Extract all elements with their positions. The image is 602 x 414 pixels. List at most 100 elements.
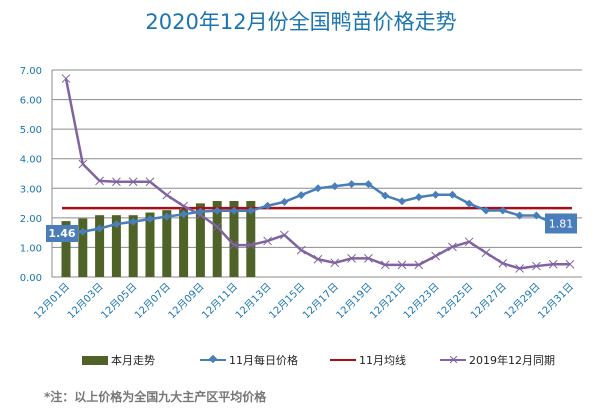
- x-marker: [532, 261, 541, 271]
- x-marker: [498, 259, 508, 268]
- x-marker: [548, 259, 558, 269]
- footnote: *注：以上价格为全国九大主产区平均价格: [44, 390, 267, 404]
- diamond-marker: [213, 206, 222, 215]
- diamond-marker: [414, 193, 423, 202]
- x-marker: [464, 237, 474, 247]
- x-marker: [414, 260, 424, 270]
- bar: [246, 201, 256, 277]
- x-tick-label: 12月19日: [334, 281, 375, 322]
- x-marker: [330, 258, 340, 268]
- diamond-marker: [162, 212, 171, 221]
- legend-item-nov-daily: 11月每日价格: [200, 352, 298, 368]
- x-tick-label: 12月05日: [99, 281, 140, 322]
- x-marker: [481, 248, 491, 258]
- x-marker: [246, 240, 256, 250]
- diamond-marker: [398, 197, 406, 206]
- y-tick-label: 3.00: [20, 184, 42, 195]
- bar: [95, 215, 105, 277]
- diamond-marker: [263, 201, 272, 210]
- x-marker: [179, 201, 188, 211]
- diamond-marker: [78, 227, 87, 236]
- x-marker: [229, 240, 239, 250]
- x-marker: [162, 190, 172, 200]
- diamond-marker: [129, 217, 138, 226]
- x-tick-label: 12月03日: [65, 281, 106, 322]
- diamond-marker: [448, 190, 457, 199]
- bar: [179, 207, 189, 277]
- bar: [111, 215, 121, 277]
- legend-label: 11月均线: [359, 354, 406, 367]
- bar: [162, 210, 172, 277]
- diamond-marker: [482, 206, 490, 215]
- x-marker: [280, 230, 289, 240]
- x-tick-label: 12月23日: [401, 281, 442, 322]
- x-tick-label: 12月29日: [502, 281, 543, 322]
- x-tick-label: 12月27日: [468, 281, 509, 322]
- diamond-marker: [515, 211, 524, 220]
- diamond-marker: [465, 199, 474, 208]
- x-marker: [95, 176, 104, 186]
- legend-item-nov-avg: 11月均线: [330, 352, 406, 368]
- x-tick-label: 12月21日: [367, 281, 408, 322]
- legend-item-2019-dec: 2019年12月同期: [440, 352, 555, 368]
- diamond-marker: [112, 220, 121, 229]
- x-marker: [112, 177, 121, 187]
- y-tick-label: 4.00: [20, 155, 42, 166]
- x-tick-label: 12月25日: [435, 281, 476, 322]
- x-marker: [61, 74, 71, 83]
- x-tick-label: 12月07日: [132, 281, 173, 322]
- series-line-2019: [64, 78, 570, 270]
- legend-item-bar: 本月走势: [82, 352, 155, 368]
- x-marker: [78, 159, 88, 169]
- diamond-marker: [347, 180, 356, 189]
- diamond-marker: [297, 191, 306, 200]
- x-tick-label: 12月09日: [166, 281, 207, 322]
- x-marker: [364, 254, 373, 263]
- x-tick-label: 12月31日: [535, 281, 576, 322]
- x-tick-label: 12月15日: [267, 281, 308, 322]
- diamond-marker: [330, 182, 339, 191]
- bar: [195, 203, 205, 277]
- x-marker: [380, 260, 390, 270]
- legend-swatch-line: [330, 359, 356, 361]
- diamond-marker: [314, 184, 322, 193]
- legend-swatch-diamond-line: [200, 354, 226, 364]
- diamond-marker: [95, 224, 104, 233]
- x-marker: [296, 245, 306, 255]
- y-tick-label: 1.00: [20, 243, 42, 254]
- x-marker: [263, 236, 272, 246]
- bar: [78, 218, 88, 277]
- y-tick-label: 0.00: [20, 273, 42, 284]
- legend-swatch-bar: [82, 355, 108, 365]
- diamond-marker: [532, 211, 541, 220]
- data-label: 1.81: [549, 217, 574, 230]
- x-marker: [128, 177, 138, 187]
- x-marker: [347, 254, 356, 263]
- x-marker: [448, 242, 457, 252]
- diamond-marker: [230, 206, 238, 215]
- data-label-box: [545, 213, 577, 234]
- bar: [229, 201, 239, 277]
- diamond-marker: [364, 180, 373, 189]
- legend-label: 本月走势: [111, 354, 155, 367]
- chart-title: 2020年12月份全国鸭苗价格走势: [145, 10, 457, 34]
- diamond-marker: [431, 190, 440, 199]
- y-tick-label: 6.00: [20, 96, 42, 107]
- data-label: 1.46: [48, 227, 75, 240]
- diamond-marker: [498, 206, 507, 215]
- x-marker: [313, 254, 323, 264]
- y-tick-label: 5.00: [20, 125, 42, 136]
- diamond-marker: [146, 215, 154, 224]
- x-marker: [212, 222, 222, 232]
- diamond-marker: [280, 197, 289, 206]
- bar: [61, 221, 71, 277]
- x-tick-label: 12月01日: [31, 281, 72, 322]
- diamond-marker: [381, 191, 390, 200]
- x-marker: [565, 259, 575, 269]
- x-marker: [145, 177, 155, 187]
- x-marker: [515, 264, 524, 273]
- bar: [145, 212, 155, 277]
- diamond-marker: [246, 206, 255, 215]
- x-marker: [431, 251, 440, 261]
